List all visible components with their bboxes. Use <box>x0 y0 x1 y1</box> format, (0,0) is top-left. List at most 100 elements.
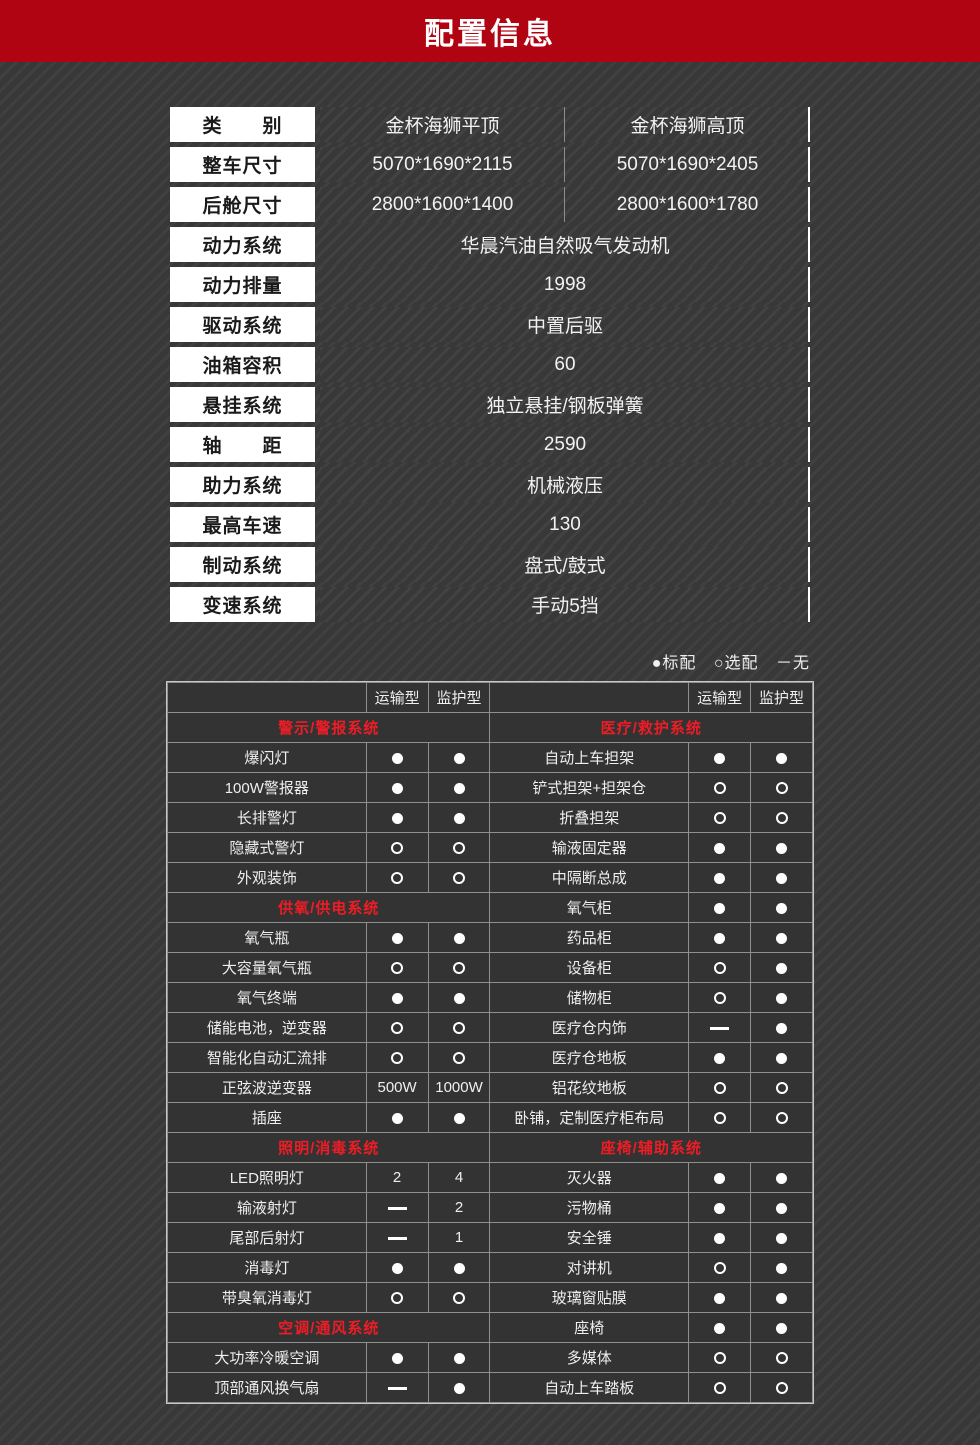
standard-dot-icon <box>750 892 813 923</box>
page-header-banner: 配置信息 <box>0 0 980 62</box>
standard-dot-icon <box>427 1252 491 1283</box>
config-row: 隐藏式警灯 输液固定器 <box>167 832 813 863</box>
spec-value: 2800*1600*1400 <box>320 187 565 222</box>
standard-dot-icon <box>750 1162 813 1193</box>
optional-circle-icon <box>688 1252 752 1283</box>
spec-label: 整车尺寸 <box>170 147 315 182</box>
standard-dot-icon <box>688 862 752 893</box>
optional-circle-icon <box>365 1042 429 1073</box>
optional-circle-icon <box>427 1012 491 1043</box>
config-item-label: 多媒体 <box>489 1342 690 1373</box>
section-header: 照明/消毒系统 <box>166 1132 491 1163</box>
standard-dot-icon <box>750 1222 813 1253</box>
configuration-section: 运输型 监护型 运输型 监护型 警示/警报系统 医疗/救护系统 爆闪灯 自动上车担架 100W警… <box>166 681 814 1404</box>
spec-label: 后舱尺寸 <box>170 187 315 222</box>
spec-value: 130 <box>320 507 810 542</box>
standard-dot-icon <box>750 1312 813 1343</box>
config-row: 顶部通风换气扇 自动上车踏板 <box>167 1372 813 1403</box>
standard-dot-icon <box>427 922 491 953</box>
optional-circle-icon <box>427 1282 491 1313</box>
legend: ●标配 ○选配 －无 <box>170 649 810 673</box>
config-row: 外观装饰 中隔断总成 <box>167 862 813 893</box>
section-header: 供氧/供电系统 <box>166 892 491 923</box>
config-item-label: 医疗仓地板 <box>489 1042 690 1073</box>
none-dash-icon <box>365 1192 429 1223</box>
spec-label: 类 别 <box>170 107 315 142</box>
config-item-label: 隐藏式警灯 <box>167 832 367 863</box>
config-row: LED照明灯 2 4 灭火器 <box>167 1162 813 1193</box>
vehicle-spec-section: 类 别金杯海狮平顶 金杯海狮高顶 整车尺寸 5070*1690*2115 5070*16… <box>170 102 810 627</box>
config-row: 输液射灯 2 污物桶 <box>167 1192 813 1223</box>
config-item-label: 安全锤 <box>489 1222 690 1253</box>
spec-row: 动力系统 华晨汽油自然吸气发动机 <box>170 227 810 262</box>
spec-row: 变速系统 手动5挡 <box>170 587 810 622</box>
spec-label: 悬挂系统 <box>170 387 315 422</box>
optional-circle-icon <box>427 952 491 983</box>
spec-row: 类 别金杯海狮平顶 金杯海狮高顶 <box>170 107 810 142</box>
empty-header-cell <box>489 682 690 713</box>
config-item-label: 储物柜 <box>489 982 690 1013</box>
standard-dot-icon <box>750 832 813 863</box>
config-row: 供氧/供电系统 氧气柜 <box>166 892 813 923</box>
standard-dot-icon <box>688 922 752 953</box>
config-item-label: 铲式担架+担架仓 <box>489 772 690 803</box>
standard-dot-icon <box>750 952 813 983</box>
optional-circle-icon <box>750 1102 813 1133</box>
standard-dot-icon <box>688 1192 752 1223</box>
config-item-label: 折叠担架 <box>489 802 690 833</box>
config-value: 500W <box>365 1072 429 1103</box>
legend-none: －无 <box>775 655 810 672</box>
config-item-label: 尾部后射灯 <box>167 1222 367 1253</box>
vehicle-spec-table: 类 别金杯海狮平顶 金杯海狮高顶 整车尺寸 5070*1690*2115 5070*16… <box>170 102 810 627</box>
optional-circle-icon <box>688 1102 752 1133</box>
spec-row: 油箱容积 60 <box>170 347 810 382</box>
spec-value: 金杯海狮平顶 <box>320 107 565 142</box>
spec-label: 变速系统 <box>170 587 315 622</box>
standard-dot-icon <box>750 1282 813 1313</box>
config-value: 2 <box>365 1162 429 1193</box>
config-value: 1000W <box>427 1072 491 1103</box>
config-value: 4 <box>427 1162 491 1193</box>
optional-circle-icon <box>688 1372 752 1403</box>
optional-circle-icon <box>750 772 813 803</box>
standard-dot-icon <box>365 922 429 953</box>
optional-circle-icon <box>365 1282 429 1313</box>
standard-dot-icon <box>688 1042 752 1073</box>
standard-dot-icon <box>750 1012 813 1043</box>
config-item-label: 外观装饰 <box>167 862 367 893</box>
config-row: 氧气瓶 药品柜 <box>167 922 813 953</box>
config-row: 消毒灯 对讲机 <box>167 1252 813 1283</box>
standard-dot-icon <box>750 1252 813 1283</box>
legend-optional: ○选配 <box>713 655 759 672</box>
standard-dot-icon <box>750 982 813 1013</box>
config-item-label: 污物桶 <box>489 1192 690 1223</box>
spec-row: 轴 距 2590 <box>170 427 810 462</box>
none-dash-icon <box>688 1012 752 1043</box>
config-row: 爆闪灯 自动上车担架 <box>167 742 813 773</box>
standard-dot-icon <box>365 742 429 773</box>
spec-value: 2800*1600*1780 <box>565 187 810 222</box>
config-item-label: 玻璃窗贴膜 <box>489 1282 690 1313</box>
spec-value: 手动5挡 <box>320 587 810 622</box>
config-item-label: 氧气瓶 <box>167 922 367 953</box>
spec-row: 动力排量 1998 <box>170 267 810 302</box>
spec-label: 助力系统 <box>170 467 315 502</box>
spec-row: 制动系统 盘式/鼓式 <box>170 547 810 582</box>
standard-dot-icon <box>365 1342 429 1373</box>
config-item-label: 设备柜 <box>489 952 690 983</box>
config-row: 长排警灯 折叠担架 <box>167 802 813 833</box>
config-item-label: LED照明灯 <box>167 1162 367 1193</box>
spec-row: 后舱尺寸 2800*1600*1400 2800*1600*1780 <box>170 187 810 222</box>
optional-circle-icon <box>688 1342 752 1373</box>
config-row: 空调/通风系统 座椅 <box>166 1312 813 1343</box>
standard-dot-icon <box>427 772 491 803</box>
section-header: 警示/警报系统 <box>166 712 491 743</box>
spec-value: 金杯海狮高顶 <box>565 107 810 142</box>
spec-label: 动力系统 <box>170 227 315 262</box>
column-header-monitor: 监护型 <box>750 682 813 713</box>
standard-dot-icon <box>365 772 429 803</box>
optional-circle-icon <box>427 1042 491 1073</box>
optional-circle-icon <box>750 802 813 833</box>
config-row: 正弦波逆变器 500W 1000W 铝花纹地板 <box>167 1072 813 1103</box>
standard-dot-icon <box>427 802 491 833</box>
